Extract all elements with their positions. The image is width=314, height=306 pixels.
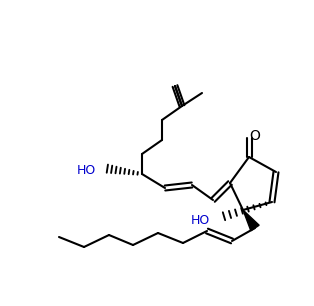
Polygon shape	[243, 210, 259, 231]
Text: O: O	[250, 129, 260, 143]
Text: HO: HO	[191, 214, 210, 226]
Text: HO: HO	[77, 163, 96, 177]
